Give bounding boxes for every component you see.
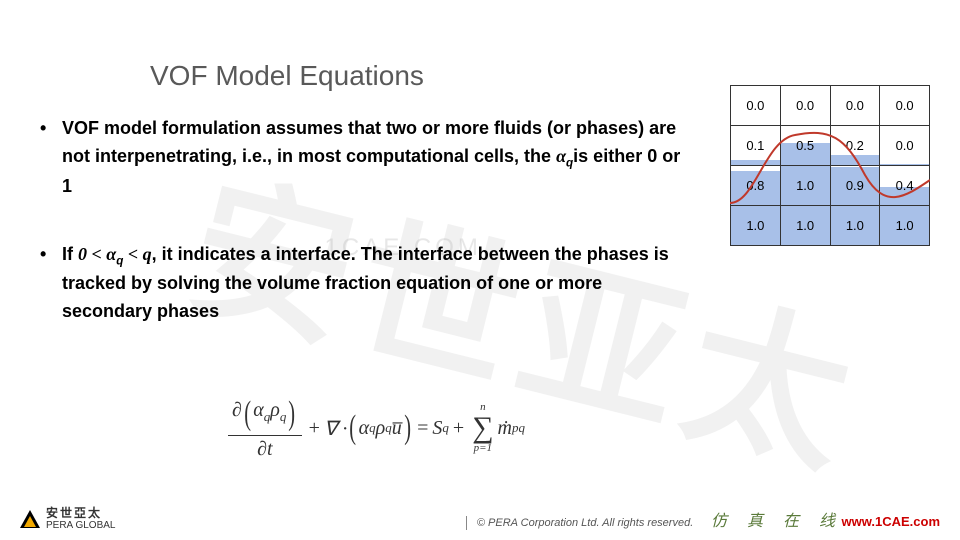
grid-cell: 0.0	[731, 86, 781, 126]
bullet1-var: α	[556, 146, 566, 166]
b2-ineqa: 0 <	[78, 244, 106, 264]
bullet-1: • VOF model formulation assumes that two…	[40, 115, 690, 201]
grid-cell: 0.5	[780, 126, 830, 166]
grid-cell: 0.9	[830, 166, 880, 206]
grid-cell: 1.0	[731, 206, 781, 246]
eq-eq: =	[417, 417, 428, 440]
grid-cell: 0.2	[830, 126, 880, 166]
eq-plus1: +	[309, 417, 320, 440]
bullet2-pre: If	[62, 244, 78, 264]
b2-var: α	[106, 244, 116, 264]
eq-fraction: ∂(αqρq) ∂t	[228, 395, 302, 461]
grid-cell: 0.0	[830, 86, 880, 126]
grid-cell: 0.4	[880, 166, 930, 206]
eq-den: ∂t	[257, 436, 272, 461]
eq-sum: n ∑ p=1	[472, 402, 493, 454]
grid-cell: 1.0	[780, 206, 830, 246]
slide: 1CAE.COM 安世亚太 VOF Model Equations • VOF …	[0, 0, 960, 540]
grid-cell: 0.0	[780, 86, 830, 126]
eq-r2: ρ	[376, 417, 386, 440]
eq-nabla: ∇ ·	[324, 416, 347, 441]
grid-cell: 1.0	[780, 166, 830, 206]
grid-cell: 0.1	[731, 126, 781, 166]
sim-online-text: 仿 真 在 线	[711, 513, 843, 530]
grid-cell: 0.8	[731, 166, 781, 206]
slide-title: VOF Model Equations	[150, 60, 424, 92]
vof-grid-figure: 0.00.00.00.00.10.50.20.00.81.00.90.41.01…	[730, 85, 930, 245]
pera-logo: 安世亞太 PERA GLOBAL	[20, 507, 115, 531]
eq-partial: ∂	[232, 399, 242, 421]
eq-S: S	[432, 417, 442, 440]
grid-cell: 1.0	[880, 206, 930, 246]
eq-Ssub: q	[442, 420, 449, 436]
eq-plus2: +	[453, 417, 464, 440]
grid-cell: 0.0	[880, 86, 930, 126]
eq-sub2: q	[280, 409, 287, 424]
eq-rho1: ρ	[270, 399, 280, 421]
eq-a2: α	[359, 417, 370, 440]
grid-cell: 0.0	[880, 126, 930, 166]
vof-equation: ∂(αqρq) ∂t + ∇ · (αqρqu̅) = Sq + n ∑ p=1…	[225, 395, 525, 461]
copyright-text: © PERA Corporation Ltd. All rights reser…	[477, 517, 693, 529]
logo-triangle-icon	[20, 510, 40, 528]
eq-alpha1: α	[253, 399, 264, 421]
footer-right: © PERA Corporation Ltd. All rights reser…	[456, 507, 940, 531]
eq-mdot-sub: pq	[512, 420, 525, 436]
footer: 安世亞太 PERA GLOBAL © PERA Corporation Ltd.…	[0, 498, 960, 540]
logo-cn: 安世亞太	[46, 507, 115, 520]
body-text: • VOF model formulation assumes that two…	[40, 115, 690, 366]
eq-mdot: ṁ	[498, 417, 512, 440]
eq-u: u̅	[392, 417, 402, 440]
bullet-2: • If 0 < αq < q, it indicates a interfac…	[40, 241, 690, 327]
eq-sum-bot: p=1	[474, 443, 492, 454]
bullet2-post: , it indicates a interface. The interfac…	[62, 244, 669, 322]
grid-cell: 1.0	[830, 206, 880, 246]
b2-ineqb: < q	[123, 244, 151, 264]
logo-en: PERA GLOBAL	[46, 520, 115, 531]
sim-url: www.1CAE.com	[842, 514, 940, 529]
